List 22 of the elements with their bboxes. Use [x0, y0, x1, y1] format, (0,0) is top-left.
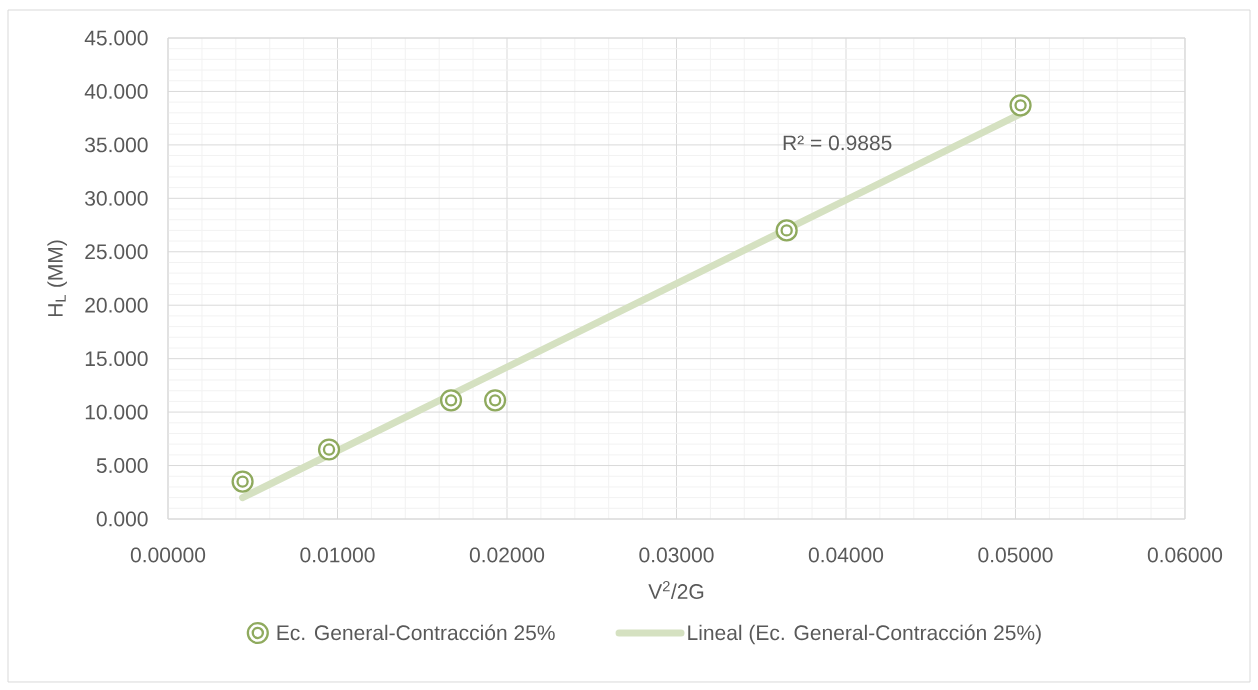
y-tick-label: 5.000	[96, 458, 148, 473]
y-tick-label: 25.000	[85, 244, 148, 260]
legend-label: Ec. General-Contracción 25%	[277, 624, 555, 641]
y-tick-label: 30.000	[85, 190, 148, 206]
x-tick-label: 0.02000	[469, 547, 545, 563]
y-tick-label: 10.000	[85, 404, 148, 420]
y-tick-label: 15.000	[85, 351, 148, 367]
y-tick-label: 35.000	[85, 137, 148, 153]
x-axis-title: V$^{2}$/2G	[648, 580, 704, 599]
x-tick-label: 0.05000	[978, 547, 1053, 563]
y-tick-label: 0.000	[96, 511, 148, 527]
y-axis-title: H$_{L}$ (MM)	[47, 240, 67, 317]
x-tick-label: 0.00000	[130, 547, 206, 563]
x-tick-label: 0.06000	[1147, 547, 1223, 563]
x-tick-label: 0.03000	[639, 547, 714, 563]
x-tick-label: 0.01000	[300, 547, 375, 563]
annotation: R² = 0.9885	[783, 135, 892, 151]
x-tick-label: 0.04000	[808, 547, 884, 563]
y-tick-label: 45.000	[84, 30, 148, 46]
y-tick-label: 40.000	[84, 84, 148, 99]
y-tick-label: 20.000	[85, 297, 148, 313]
legend-label: Lineal (Ec. General-Contracción 25%)	[688, 624, 1041, 645]
